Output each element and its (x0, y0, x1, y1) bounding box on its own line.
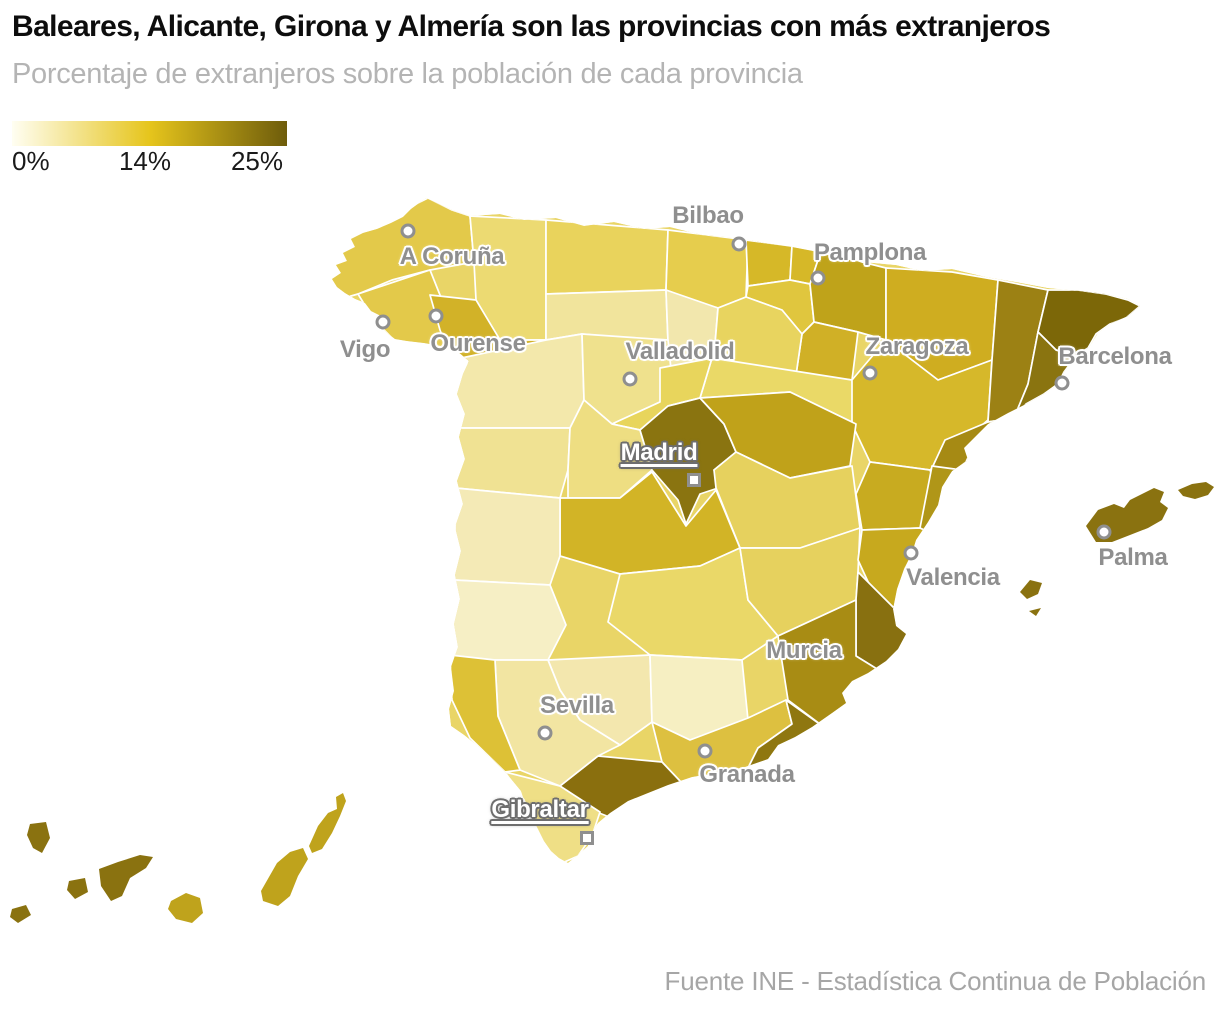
provinces-group (332, 198, 1140, 863)
island-el-hierro (10, 905, 31, 923)
island-ibiza (1020, 580, 1042, 599)
province-caceres (453, 487, 561, 586)
province-la-rioja (795, 321, 859, 381)
page-title: Baleares, Alicante, Girona y Almería son… (12, 10, 1051, 43)
island-menorca (1178, 482, 1214, 499)
page-subtitle: Porcentaje de extranjeros sobre la pobla… (12, 58, 803, 90)
legend-gradient (12, 121, 287, 146)
source-attribution: Fuente INE - Estadística Continua de Pob… (664, 966, 1207, 996)
legend-label-max: 25% (230, 146, 284, 176)
island-fuerteventura (261, 848, 308, 906)
province-navarra (809, 247, 887, 341)
island-tenerife (99, 855, 153, 901)
island-gran-canaria (168, 893, 203, 923)
province-barcelona (1013, 331, 1077, 419)
province-asturias (545, 219, 669, 295)
province-vizcaya (745, 239, 793, 287)
legend-label-mid: 14% (118, 146, 172, 176)
peninsula-group (332, 198, 1140, 863)
island-formentera (1029, 608, 1041, 616)
island-la-gomera (67, 878, 88, 899)
island-lanzarote (309, 793, 346, 853)
island-la-palma (27, 822, 50, 853)
province-salamanca (455, 427, 571, 499)
province-huelva (449, 654, 521, 773)
legend-label-min: 0% (12, 146, 50, 176)
island-mallorca (1086, 488, 1168, 542)
province-leon (545, 289, 669, 343)
province-toledo (559, 471, 741, 575)
